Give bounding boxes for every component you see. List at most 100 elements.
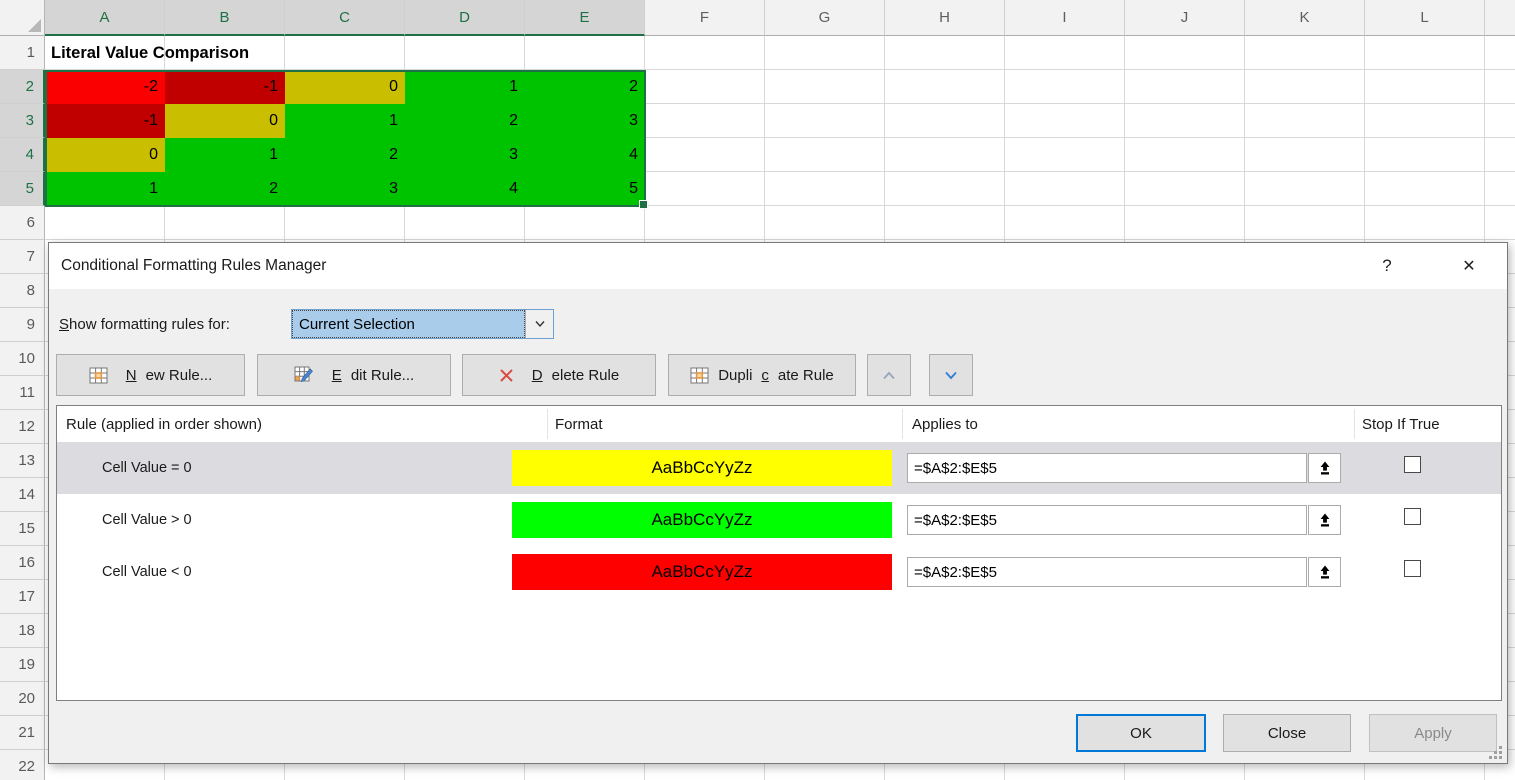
- row-header-21[interactable]: 21: [0, 716, 45, 750]
- cell-b3[interactable]: 0: [165, 104, 285, 138]
- header-format: Format: [555, 415, 603, 433]
- move-rule-up-button[interactable]: [867, 354, 911, 396]
- resize-grip[interactable]: [1487, 744, 1502, 759]
- cell-a4[interactable]: 0: [45, 138, 165, 172]
- rules-list: Rule (applied in order shown) Format App…: [56, 405, 1502, 701]
- label-post: how formatting rules for:: [69, 315, 230, 333]
- btn-mnemonic: D: [531, 366, 543, 384]
- row-header-1[interactable]: 1: [0, 36, 45, 70]
- column-header-partial[interactable]: [1485, 0, 1515, 36]
- cell-b4[interactable]: 1: [165, 138, 285, 172]
- cell-d4[interactable]: 3: [405, 138, 525, 172]
- rules-rows: Cell Value = 0 AaBbCcYyZz =$A$2:$E$5 Cell V…: [57, 442, 1501, 598]
- cell-d5[interactable]: 4: [405, 172, 525, 206]
- cell-d2[interactable]: 1: [405, 70, 525, 104]
- cell-c4[interactable]: 2: [285, 138, 405, 172]
- chevron-down-icon: [945, 371, 957, 379]
- column-header-c[interactable]: C: [285, 0, 405, 36]
- rule-row-2[interactable]: Cell Value > 0 AaBbCcYyZz =$A$2:$E$5: [57, 494, 1501, 546]
- btn-mnemonic: E: [331, 366, 342, 384]
- stop-if-true-checkbox[interactable]: [1404, 560, 1421, 577]
- row-header-13[interactable]: 13: [0, 444, 45, 478]
- cell-a3[interactable]: -1: [45, 104, 165, 138]
- rule-description: Cell Value < 0: [102, 564, 192, 580]
- collapse-dialog-button[interactable]: [1308, 557, 1341, 587]
- ok-button[interactable]: OK: [1076, 714, 1206, 752]
- collapse-arrow-icon: [1320, 565, 1329, 579]
- row-header-20[interactable]: 20: [0, 682, 45, 716]
- cell-b2[interactable]: -1: [165, 70, 285, 104]
- cell-c5[interactable]: 3: [285, 172, 405, 206]
- collapse-dialog-button[interactable]: [1308, 505, 1341, 535]
- header-applies-to: Applies to: [912, 415, 978, 433]
- row-header-11[interactable]: 11: [0, 376, 45, 410]
- close-icon[interactable]: ✕: [1462, 258, 1476, 275]
- cell-e5[interactable]: 5: [525, 172, 645, 206]
- row-header-18[interactable]: 18: [0, 614, 45, 648]
- collapse-arrow-icon: [1320, 461, 1329, 475]
- column-header-e[interactable]: E: [525, 0, 645, 36]
- column-header-j[interactable]: J: [1125, 0, 1245, 36]
- cell-e3[interactable]: 3: [525, 104, 645, 138]
- row-header-9[interactable]: 9: [0, 308, 45, 342]
- close-button[interactable]: Close: [1223, 714, 1351, 752]
- column-header-k[interactable]: K: [1245, 0, 1365, 36]
- show-rules-dropdown[interactable]: Current Selection: [291, 309, 554, 339]
- rule-row-1[interactable]: Cell Value = 0 AaBbCcYyZz =$A$2:$E$5: [57, 442, 1501, 494]
- row-header-19[interactable]: 19: [0, 648, 45, 682]
- row-header-4[interactable]: 4: [0, 138, 45, 172]
- row-header-16[interactable]: 16: [0, 546, 45, 580]
- chevron-up-icon: [883, 371, 895, 379]
- format-preview: AaBbCcYyZz: [512, 450, 892, 486]
- cell-c2[interactable]: 0: [285, 70, 405, 104]
- cell-a1[interactable]: Literal Value Comparison: [51, 43, 250, 62]
- column-header-g[interactable]: G: [765, 0, 885, 36]
- column-header-l[interactable]: L: [1365, 0, 1485, 36]
- dropdown-arrow-button[interactable]: [525, 310, 553, 338]
- row-headers: 1 2 3 4 5 6 7 8 9 10 11 12 13 14 15 16 17 18 19 20 21 22: [0, 36, 45, 780]
- row-header-6[interactable]: 6: [0, 206, 45, 240]
- help-button[interactable]: ?: [1382, 256, 1392, 275]
- applies-to-input[interactable]: =$A$2:$E$5: [907, 453, 1307, 483]
- stop-if-true-checkbox[interactable]: [1404, 508, 1421, 525]
- row-header-10[interactable]: 10: [0, 342, 45, 376]
- row-header-2[interactable]: 2: [0, 70, 45, 104]
- row-header-3[interactable]: 3: [0, 104, 45, 138]
- cell-e2[interactable]: 2: [525, 70, 645, 104]
- column-header-i[interactable]: I: [1005, 0, 1125, 36]
- cell-c3[interactable]: 1: [285, 104, 405, 138]
- row-header-15[interactable]: 15: [0, 512, 45, 546]
- applies-to-input[interactable]: =$A$2:$E$5: [907, 505, 1307, 535]
- rule-row-3[interactable]: Cell Value < 0 AaBbCcYyZz =$A$2:$E$5: [57, 546, 1501, 598]
- column-header-d[interactable]: D: [405, 0, 525, 36]
- row-header-7[interactable]: 7: [0, 240, 45, 274]
- select-all-corner[interactable]: [0, 0, 45, 36]
- row-header-14[interactable]: 14: [0, 478, 45, 512]
- column-header-h[interactable]: H: [885, 0, 1005, 36]
- column-header-f[interactable]: F: [645, 0, 765, 36]
- row-header-22[interactable]: 22: [0, 750, 45, 780]
- duplicate-rule-button[interactable]: Dupli c ate Rule: [668, 354, 856, 396]
- applies-to-input[interactable]: =$A$2:$E$5: [907, 557, 1307, 587]
- dialog-titlebar[interactable]: Conditional Formatting Rules Manager ? ✕: [49, 243, 1507, 289]
- cell-e4[interactable]: 4: [525, 138, 645, 172]
- cell-a5[interactable]: 1: [45, 172, 165, 206]
- row-header-8[interactable]: 8: [0, 274, 45, 308]
- header-separator: [547, 409, 548, 439]
- collapse-dialog-button[interactable]: [1308, 453, 1341, 483]
- column-header-a[interactable]: A: [45, 0, 165, 36]
- row-header-5[interactable]: 5: [0, 172, 45, 206]
- move-rule-down-button[interactable]: [929, 354, 973, 396]
- column-header-b[interactable]: B: [165, 0, 285, 36]
- row-header-17[interactable]: 17: [0, 580, 45, 614]
- row-header-12[interactable]: 12: [0, 410, 45, 444]
- cell-d3[interactable]: 2: [405, 104, 525, 138]
- fill-handle[interactable]: [639, 200, 648, 209]
- cell-a2[interactable]: -2: [45, 70, 165, 104]
- stop-if-true-checkbox[interactable]: [1404, 456, 1421, 473]
- cell-b5[interactable]: 2: [165, 172, 285, 206]
